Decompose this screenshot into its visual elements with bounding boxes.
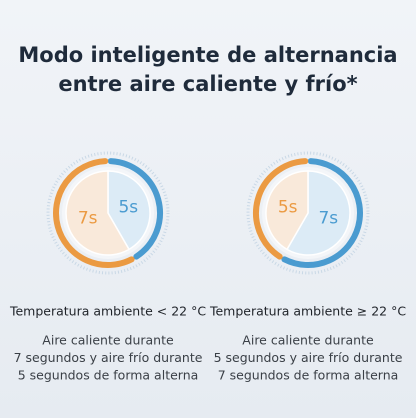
description-line: 7 segundos de forma alterna bbox=[218, 368, 399, 383]
dial-arc bbox=[53, 158, 135, 268]
description-line: 5 segundos y aire frío durante bbox=[214, 350, 403, 365]
dial-arc bbox=[281, 158, 363, 268]
segment-label: 7s bbox=[318, 208, 338, 228]
dial-wedge bbox=[265, 170, 309, 251]
segment-label: 5s bbox=[278, 198, 298, 218]
description-line: Aire caliente durante bbox=[242, 333, 374, 348]
dial-wedge bbox=[65, 170, 131, 256]
description-line: 5 segundos de forma alterna bbox=[18, 368, 199, 383]
dial-ring bbox=[46, 151, 170, 275]
title-line: Modo inteligente de alternancia bbox=[18, 43, 397, 67]
title-line: entre aire caliente y frío* bbox=[58, 72, 357, 96]
segment-label: 7s bbox=[78, 208, 98, 228]
condition: Temperatura ambiente < 22 °C bbox=[9, 304, 206, 319]
dial-ring bbox=[246, 151, 370, 275]
segment-label: 5s bbox=[118, 198, 138, 218]
description-line: 7 segundos y aire frío durante bbox=[14, 350, 203, 365]
description-line: Aire caliente durante bbox=[42, 333, 174, 348]
dial-wedge bbox=[285, 170, 351, 256]
dial-arc bbox=[253, 158, 309, 260]
condition: Temperatura ambiente ≥ 22 °C bbox=[209, 304, 406, 319]
dial-arc bbox=[107, 158, 163, 260]
